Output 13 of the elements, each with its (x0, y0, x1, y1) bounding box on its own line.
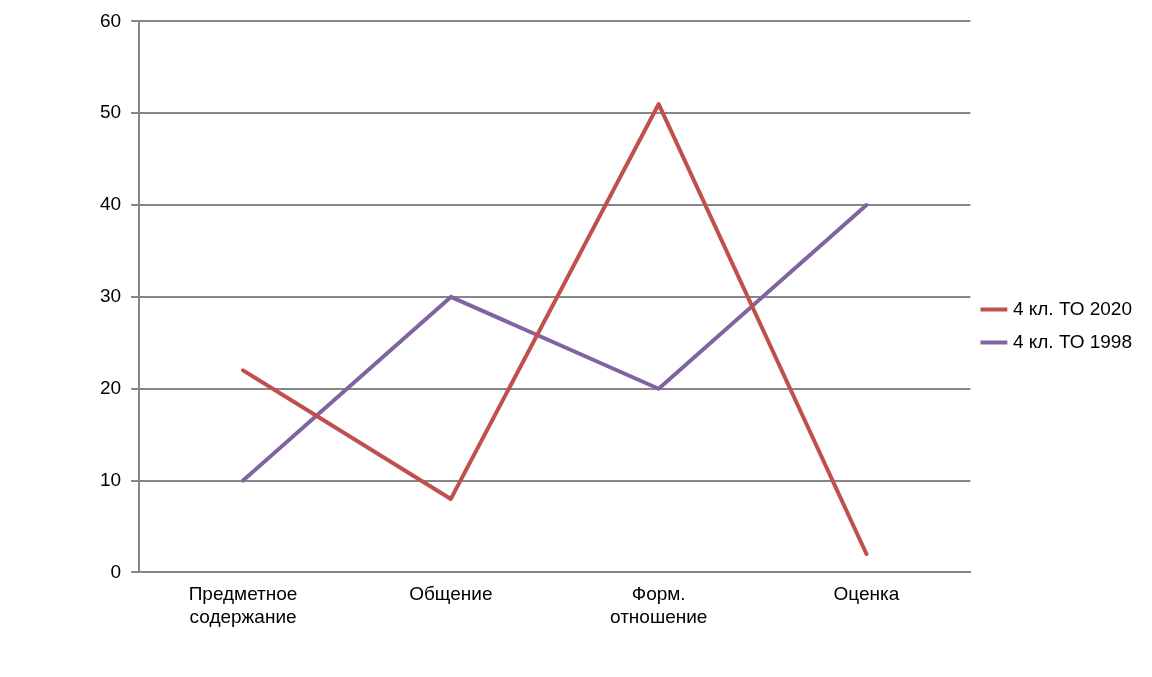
x-tick-label: Оценка (833, 583, 900, 605)
y-tick-label: 30 (99, 285, 122, 307)
legend-label: 4 кл. ТО 1998 (1012, 330, 1132, 352)
legend-label: 4 кл. ТО 2020 (1012, 297, 1132, 319)
y-tick-label: 50 (99, 101, 122, 123)
y-tick-label: 40 (99, 193, 122, 215)
y-tick-label: 10 (99, 468, 122, 490)
x-tick-label: Общение (409, 583, 493, 605)
y-tick-label: 20 (99, 376, 122, 398)
y-tick-label: 0 (110, 560, 122, 582)
y-tick-label: 60 (99, 9, 122, 31)
x-tick-label: Предметное содержание (188, 583, 298, 627)
x-tick-label: Форм. отношение (609, 583, 708, 627)
